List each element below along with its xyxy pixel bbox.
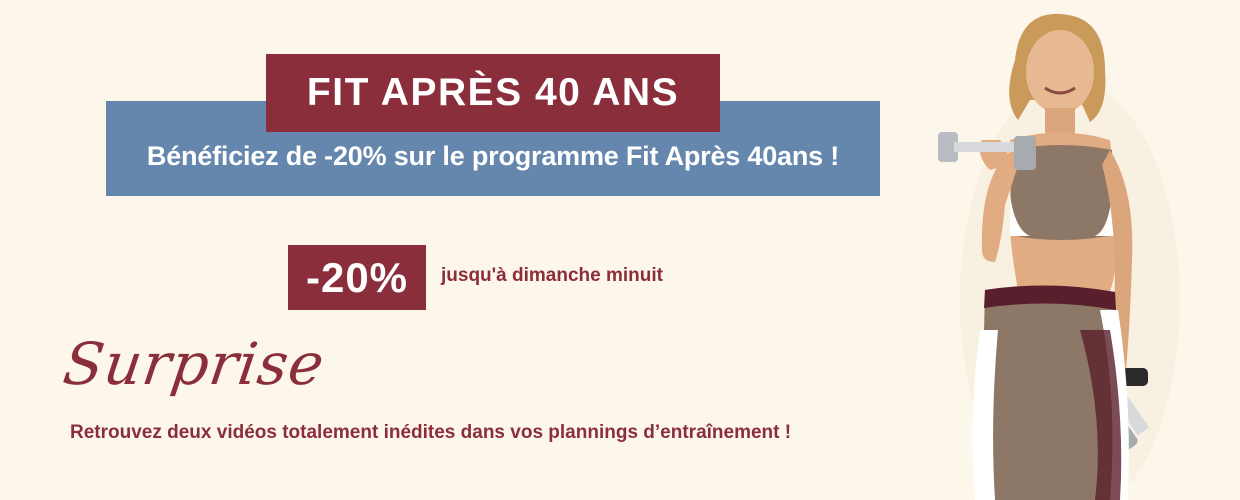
promo-subtitle: Bénéficiez de -20% sur le programme Fit … bbox=[146, 141, 840, 171]
surprise-heading: Surprise bbox=[59, 330, 330, 398]
woman-with-dumbbell-photo bbox=[938, 13, 1180, 500]
discount-badge: -20% bbox=[288, 245, 426, 310]
deadline-text: jusqu'à dimanche minuit bbox=[441, 265, 663, 286]
title-box: FIT APRÈS 40 ANS bbox=[266, 54, 720, 132]
promo-title: FIT APRÈS 40 ANS bbox=[306, 71, 680, 114]
discount-value: -20% bbox=[305, 253, 409, 301]
surprise-description: Retrouvez deux vidéos totalement inédite… bbox=[70, 422, 792, 443]
